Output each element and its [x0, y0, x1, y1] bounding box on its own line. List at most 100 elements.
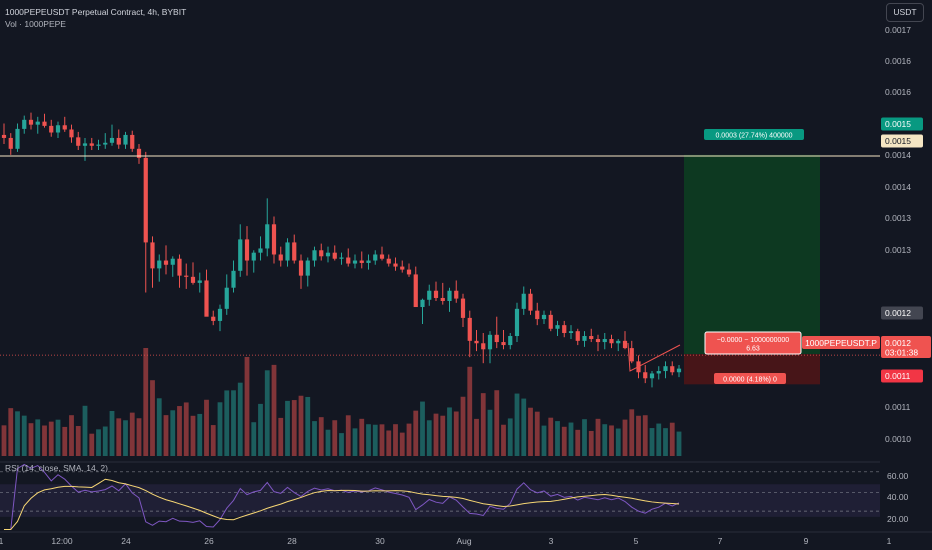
- price-tick: 0.0016: [885, 56, 911, 66]
- volume-bar: [82, 405, 88, 456]
- candle-body: [386, 258, 391, 264]
- candle-body: [352, 260, 358, 264]
- candle-body: [42, 121, 47, 126]
- volume-bar: [642, 415, 648, 456]
- symbol-title[interactable]: 1000PEPEUSDT Perpetual Contract, 4h, BYB…: [5, 7, 187, 17]
- volume-bar: [291, 400, 297, 456]
- volume-bar: [339, 433, 344, 456]
- volume-bar: [129, 412, 135, 456]
- volume-bar: [528, 407, 533, 456]
- time-tick: 1: [0, 536, 4, 546]
- volume-bar: [8, 408, 14, 456]
- candle-body: [406, 269, 412, 275]
- volume-bar: [514, 393, 520, 456]
- candle-body: [595, 339, 601, 343]
- hline-price-label-bg: [881, 134, 923, 148]
- rsi-tick: 20.00: [887, 514, 909, 524]
- candle-body: [629, 348, 634, 362]
- candle-body: [643, 372, 648, 379]
- volume-bar: [271, 364, 277, 456]
- marker-price-label-bg: [881, 306, 923, 320]
- candle-body: [150, 242, 155, 269]
- candle-body: [481, 343, 486, 350]
- volume-bar: [399, 432, 405, 456]
- candle-body: [123, 134, 128, 145]
- volume-bar: [75, 426, 81, 456]
- volume-bar: [96, 429, 101, 456]
- volume-bar: [588, 430, 594, 456]
- price-axis[interactable]: 0.0017 0.0016 0.0016 0.0015 0.0014 0.0014 0.00…: [880, 0, 932, 550]
- rsi-band: [0, 484, 880, 517]
- volume-bar: [372, 424, 378, 456]
- candle-body: [474, 340, 479, 344]
- candle-body: [663, 366, 668, 372]
- price-tick: 0.0014: [885, 150, 911, 160]
- candle-body: [582, 336, 587, 341]
- price-axis-bg: [880, 0, 932, 550]
- candle-body: [521, 293, 526, 309]
- volume-bar: [305, 396, 311, 456]
- candle-body: [562, 325, 567, 333]
- volume-bar: [426, 420, 432, 456]
- volume-bar: [602, 424, 608, 456]
- volume-bar: [548, 417, 554, 456]
- time-tick: 30: [375, 536, 385, 546]
- price-tick: 0.0010: [885, 434, 911, 444]
- volume-bar: [460, 396, 466, 456]
- candle-body: [393, 263, 398, 267]
- candle-body: [231, 270, 236, 288]
- candle-body: [96, 144, 101, 146]
- candle-body: [143, 157, 148, 243]
- time-tick: 12:00: [51, 536, 73, 546]
- volume-bar: [413, 410, 419, 456]
- volume-bar: [406, 423, 412, 456]
- time-tick: 24: [121, 536, 131, 546]
- time-tick: 28: [287, 536, 297, 546]
- volume-bar: [595, 418, 601, 456]
- time-axis[interactable]: 1 12:00 24 26 28 30 Aug 3 5 7 9 1: [0, 531, 932, 546]
- time-tick: 1: [887, 536, 892, 546]
- volume-bar: [62, 426, 68, 456]
- volume-bar: [636, 415, 641, 456]
- volume-bar: [521, 398, 527, 456]
- volume-bar: [393, 424, 398, 456]
- candle-body: [616, 340, 621, 344]
- volume-bar: [1, 425, 7, 456]
- stop-price-label: 0.0011: [885, 371, 911, 381]
- volume-bar: [494, 390, 500, 456]
- candle-body: [271, 224, 277, 255]
- volume-bar: [298, 395, 304, 456]
- price-tick: 0.0013: [885, 245, 911, 255]
- volume-bar: [55, 419, 61, 456]
- rsi-legend[interactable]: RSI (14, close, SMA, 14, 2): [5, 463, 108, 473]
- volume-bar: [116, 418, 122, 456]
- currency-button[interactable]: USDT: [886, 3, 924, 22]
- volume-bar: [663, 428, 668, 456]
- volume-bar: [244, 356, 250, 456]
- candle-body: [184, 275, 189, 277]
- position-tool[interactable]: [684, 154, 820, 385]
- target-price-label: 0.0015: [885, 119, 911, 129]
- price-tick: 0.0016: [885, 87, 911, 97]
- candle-body: [602, 339, 607, 343]
- volume-bar: [143, 348, 149, 456]
- volume-bar: [379, 424, 385, 456]
- candle-body: [494, 334, 499, 343]
- candle-body: [69, 129, 74, 138]
- volume-bar: [264, 370, 270, 456]
- volume-bar: [433, 413, 439, 456]
- volume-bar: [109, 410, 115, 456]
- candle-body: [427, 290, 432, 300]
- label-box: [704, 331, 802, 355]
- symbol-tag: 1000PEPEUSDT.P: [805, 338, 877, 348]
- volume-bar: [474, 418, 479, 456]
- label-box: [704, 129, 804, 140]
- volume-bar: [190, 415, 196, 456]
- candle-body: [359, 260, 364, 263]
- time-tick: 9: [804, 536, 809, 546]
- candle-body: [238, 239, 243, 271]
- volume-bar: [285, 400, 290, 456]
- drawings: 0.0003 (27.74%) 400000 −0.0000 − 10000000…: [0, 129, 880, 384]
- candle-body: [251, 252, 256, 261]
